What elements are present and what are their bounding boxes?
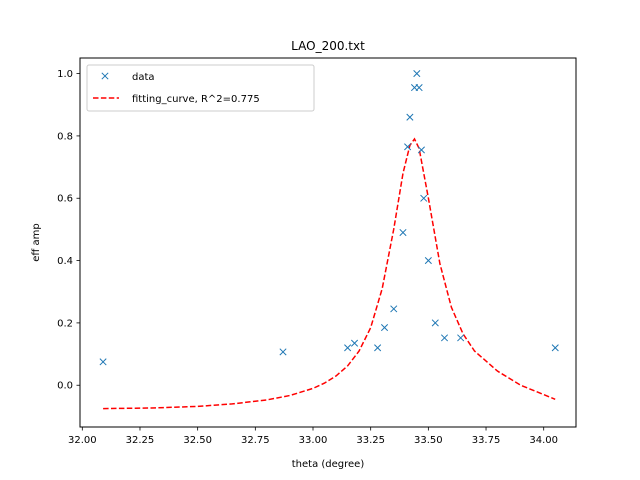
x-tick-label: 33.25	[356, 435, 385, 446]
x-axis-label: theta (degree)	[292, 459, 365, 470]
x-tick-label: 32.75	[241, 435, 270, 446]
data-point	[99, 358, 107, 366]
data-point	[279, 348, 287, 356]
x-tick-label: 32.00	[68, 435, 97, 446]
x-tick-label: 33.00	[299, 435, 328, 446]
data-point	[380, 324, 389, 332]
x-tick-label: 34.00	[529, 435, 558, 446]
x-tick-label: 33.50	[414, 435, 443, 446]
legend-x-marker	[101, 72, 109, 80]
chart-title: LAO_200.txt	[291, 39, 365, 53]
data-point	[406, 113, 414, 121]
data-point	[431, 319, 439, 327]
data-point	[415, 84, 423, 92]
data-point	[424, 257, 432, 265]
legend-box	[86, 64, 315, 112]
data-point	[344, 344, 352, 352]
data-point	[350, 339, 359, 347]
x-tick-label: 32.25	[126, 435, 155, 446]
plot-area	[99, 70, 559, 410]
fit-curve-line	[103, 137, 556, 410]
x-tick-label: 33.75	[472, 435, 501, 446]
data-point	[551, 344, 559, 352]
legend-fit-label: fitting_curve, R^2=0.775	[132, 94, 260, 105]
axes-frame	[79, 57, 577, 428]
data-point	[413, 70, 421, 78]
data-point	[417, 146, 425, 154]
data-point	[390, 305, 398, 313]
legend-data-label: data	[132, 72, 155, 83]
axis-ticks: 32.00 32.25 32.50 32.75 33.00 33.25 33.50 33.75…	[57, 69, 558, 446]
y-tick-label: 0.0	[57, 381, 73, 392]
data-point	[399, 228, 407, 237]
x-tick-label: 32.50	[183, 435, 212, 446]
y-tick-label: 0.8	[57, 131, 73, 142]
y-tick-label: 0.4	[57, 256, 73, 267]
data-point	[457, 334, 465, 342]
y-axis-label: eff amp	[31, 223, 42, 261]
data-point	[440, 334, 449, 342]
y-tick-label: 0.2	[57, 318, 73, 329]
y-tick-label: 0.6	[57, 194, 73, 205]
data-point	[404, 143, 412, 151]
data-point	[420, 194, 428, 202]
legend: data fitting_curve, R^2=0.775	[86, 64, 315, 112]
data-point	[374, 344, 382, 352]
legend-data-marker	[101, 72, 109, 80]
y-tick-label: 1.0	[57, 69, 73, 80]
